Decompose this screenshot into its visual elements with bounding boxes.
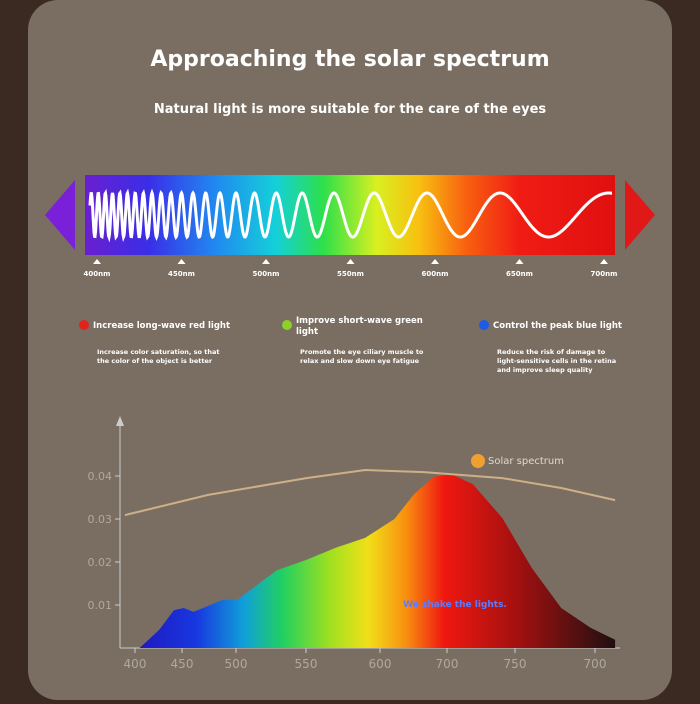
wave	[88, 188, 612, 243]
sun-icon	[471, 454, 485, 468]
label-marker	[515, 259, 524, 264]
label-marker	[431, 259, 439, 264]
y-tick-label: 0.02	[88, 556, 113, 569]
y-tick-label: 0.04	[88, 470, 113, 483]
right-arrow	[625, 180, 655, 250]
spectrum-label: 700nm	[591, 270, 618, 278]
y-tick-label: 0.01	[88, 599, 113, 612]
x-tick-label: 400	[124, 657, 147, 671]
spectrum-label: 450nm	[168, 270, 195, 278]
area-label: We shake the lights.	[403, 600, 507, 610]
label-marker	[177, 259, 186, 264]
feature-text: Increase color saturation, so that the co…	[97, 348, 220, 365]
feature-dot	[79, 320, 89, 330]
feature-heading: Increase long-wave red light	[93, 321, 230, 331]
spectrum-label: 500nm	[253, 270, 280, 278]
label-marker	[346, 259, 355, 264]
spectrum-label: 600nm	[422, 270, 449, 278]
label-marker	[93, 259, 101, 264]
label-marker	[262, 259, 270, 264]
feature-heading: Improve short-wave green light	[296, 316, 423, 337]
x-tick-label: 750	[504, 657, 527, 671]
label-marker	[600, 259, 608, 264]
x-tick-label: 450	[171, 657, 194, 671]
solar-label: Solar spectrum	[488, 456, 564, 467]
solar-curve	[124, 468, 616, 517]
y-tick-label: 0.03	[88, 513, 113, 526]
x-tick-label: 700	[584, 657, 607, 671]
x-tick-label: 600	[369, 657, 392, 671]
spectrum-label: 650nm	[506, 270, 533, 278]
feature-heading: Control the peak blue light	[493, 321, 622, 331]
feature-text: Promote the eye ciliary muscle to relax a…	[300, 348, 424, 365]
feature-text: Reduce the risk of damage to light-sensit…	[497, 348, 616, 374]
spectrum-label: 550nm	[337, 270, 364, 278]
y-axis-arrow	[116, 416, 124, 426]
feature-dot	[282, 320, 292, 330]
left-arrow	[45, 180, 75, 250]
x-tick-label: 700	[436, 657, 459, 671]
feature-dot	[479, 320, 489, 330]
spectrum-area	[139, 473, 616, 648]
title: Approaching the solar spectrum	[150, 47, 549, 72]
subtitle: Natural light is more suitable for the c…	[154, 102, 547, 117]
x-tick-label: 550	[295, 657, 318, 671]
x-tick-label: 500	[225, 657, 248, 671]
spectrum-label: 400nm	[84, 270, 111, 278]
